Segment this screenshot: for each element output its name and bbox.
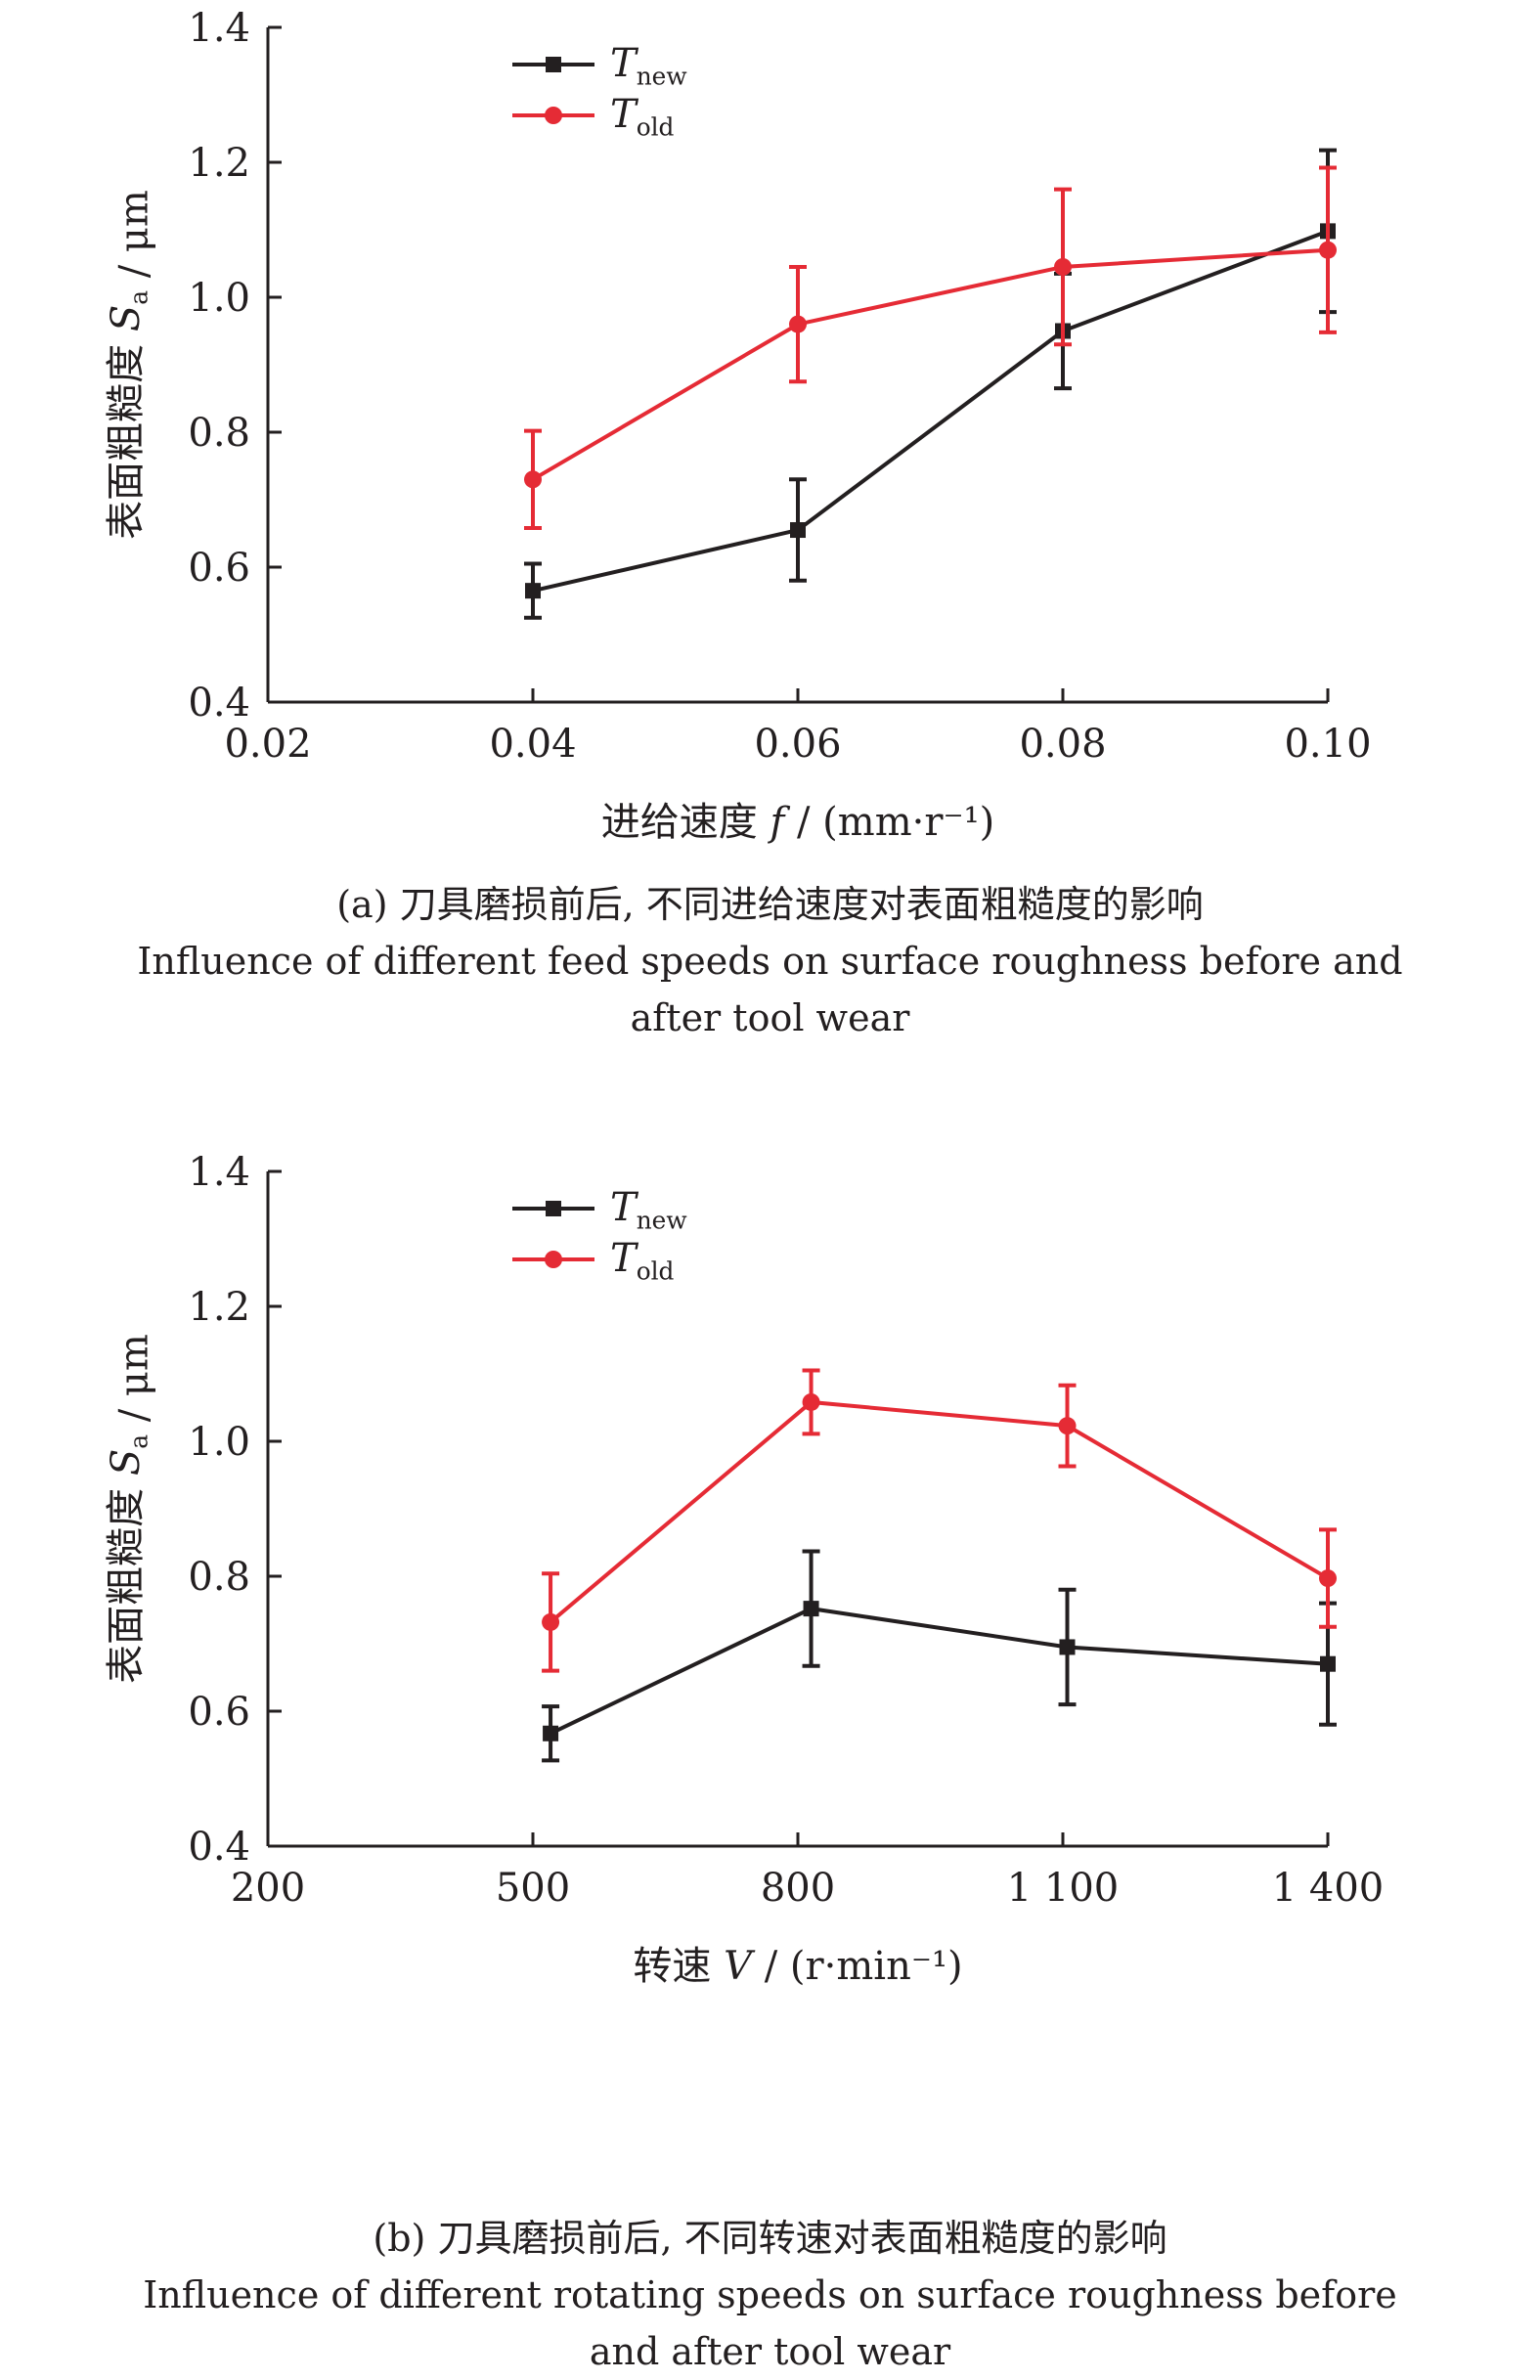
data-point-old xyxy=(789,315,807,333)
y-tick-label: 0.6 xyxy=(188,546,250,591)
y-tick-label: 1.2 xyxy=(188,1285,250,1330)
data-point-old xyxy=(1319,241,1337,259)
x-tick-label: 1 400 xyxy=(1272,1866,1385,1911)
chart-panel-a: 0.4 0.6 0.8 1.0 1.2 1.4 0.02 0.04 0.06 0.08 0.10 表面… xyxy=(0,0,1540,1144)
x-axis-label: 转速 V / (r·min⁻¹) xyxy=(633,1944,962,1989)
x-axis-label: 进给速度 f / (mm·r⁻¹) xyxy=(601,800,994,845)
data-point-old xyxy=(1319,1569,1337,1588)
data-point-new xyxy=(803,1601,819,1617)
caption-b: (b) 刀具磨损前后, 不同转速对表面粗糙度的影响 Influence of d… xyxy=(0,2210,1540,2380)
x-tick-label: 800 xyxy=(761,1866,835,1911)
feed-speed-chart: 0.4 0.6 0.8 1.0 1.2 1.4 0.02 0.04 0.06 0.08 0.10 表面… xyxy=(104,6,1372,845)
chart-panel-b: 0.4 0.6 0.8 1.0 1.2 1.4 200 500 800 1 100 1 400 表面粗… xyxy=(0,1144,1540,2373)
series-line-new xyxy=(532,229,1329,594)
y-tick-label: 0.4 xyxy=(188,681,250,726)
y-tick-label: 0.6 xyxy=(188,1690,250,1735)
data-point-old xyxy=(1054,257,1072,276)
caption-b-en-line2: and after tool wear xyxy=(589,2330,951,2373)
caption-b-en-line1: Influence of different rotating speeds o… xyxy=(143,2273,1397,2316)
legend-marker-old xyxy=(545,1251,562,1268)
x-tick-label: 0.10 xyxy=(1284,722,1371,767)
caption-a-en-line1: Influence of different feed speeds on su… xyxy=(137,940,1403,983)
caption-b-zh: (b) 刀具磨损前后, 不同转速对表面粗糙度的影响 xyxy=(373,2217,1167,2260)
data-point-new xyxy=(525,583,541,599)
x-tick-label: 200 xyxy=(231,1866,305,1911)
y-axis-label: 表面粗糙度 Sa / μm xyxy=(104,190,157,540)
data-point-old xyxy=(802,1392,820,1411)
rotating-speed-chart: 0.4 0.6 0.8 1.0 1.2 1.4 200 500 800 1 100 1 400 表面粗… xyxy=(104,1150,1385,1989)
x-tick-label: 0.06 xyxy=(754,722,841,767)
x-tick-label: 500 xyxy=(496,1866,570,1911)
y-tick-label: 1.0 xyxy=(188,276,250,321)
data-point-old xyxy=(542,1612,560,1631)
y-tick-label: 0.8 xyxy=(188,1555,250,1600)
x-tick-label: 0.08 xyxy=(1019,722,1106,767)
caption-a: (a) 刀具磨损前后, 不同进给速度对表面粗糙度的影响 Influence of… xyxy=(0,876,1540,1046)
x-tick-label: 1 100 xyxy=(1007,1866,1120,1911)
legend-label-new: Tnew xyxy=(610,1185,687,1235)
y-axis-label: 表面粗糙度 Sa / μm xyxy=(104,1334,157,1684)
legend-label-old: Told xyxy=(610,92,675,142)
legend-label-old: Told xyxy=(610,1236,675,1286)
legend-marker-new xyxy=(546,1201,561,1216)
x-tick-label: 0.04 xyxy=(489,722,576,767)
data-point-old xyxy=(1058,1417,1077,1435)
data-point-new xyxy=(790,522,806,539)
legend-marker-new xyxy=(546,57,561,72)
data-point-new xyxy=(543,1725,559,1741)
legend-label-new: Tnew xyxy=(610,41,687,91)
series-line-new xyxy=(550,1607,1329,1736)
y-tick-label: 1.4 xyxy=(188,6,250,51)
x-tick-label: 0.02 xyxy=(224,722,311,767)
y-tick-label: 1.0 xyxy=(188,1420,250,1465)
data-point-new xyxy=(1320,1655,1336,1672)
series-line-old xyxy=(549,1399,1330,1624)
legend-marker-old xyxy=(545,107,562,124)
y-tick-label: 1.4 xyxy=(188,1150,250,1195)
data-point-old xyxy=(524,470,542,489)
series-line-old xyxy=(531,247,1329,482)
y-tick-label: 1.2 xyxy=(188,141,250,186)
y-tick-label: 0.4 xyxy=(188,1825,250,1870)
caption-a-en-line2: after tool wear xyxy=(630,996,910,1039)
caption-a-zh: (a) 刀具磨损前后, 不同进给速度对表面粗糙度的影响 xyxy=(336,883,1204,926)
data-point-new xyxy=(1059,1639,1076,1655)
y-tick-label: 0.8 xyxy=(188,411,250,456)
